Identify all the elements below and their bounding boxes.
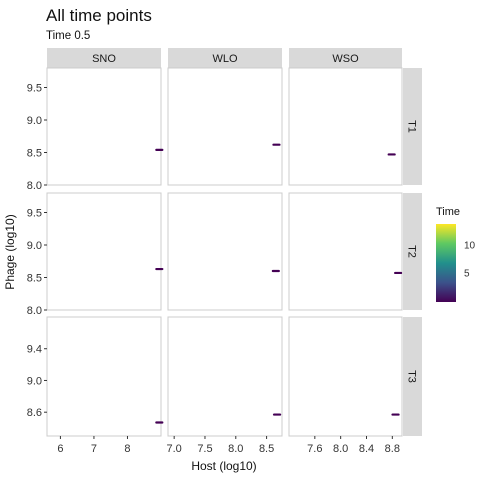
panel-wlo-t1 [168, 68, 282, 185]
y-tick-label: 8.6 [27, 407, 42, 419]
panel-wlo-t3 [168, 317, 282, 436]
x-tick-label: 7.0 [167, 443, 182, 455]
panel-sno-t3 [47, 317, 161, 436]
facet-strip-label: T1 [406, 120, 418, 133]
panel-wso-t3 [289, 317, 402, 436]
x-tick-label: 8.0 [333, 443, 348, 455]
x-tick-label: 8.0 [228, 443, 243, 455]
y-axis-title: Phage (log10) [3, 214, 17, 289]
y-tick-label: 9.0 [27, 240, 42, 252]
panel-wso-t2 [289, 193, 402, 310]
facet-strip-label: SNO [92, 53, 116, 65]
x-tick-label: 7.6 [307, 443, 322, 455]
legend-tick-label: 5 [464, 269, 470, 280]
legend-ticks: 10 5 [458, 224, 476, 302]
legend-color-bar [436, 224, 456, 302]
panel-wso-t1 [289, 68, 402, 185]
y-tick-label: 9.5 [27, 83, 42, 95]
y-tick-label: 9.0 [27, 115, 42, 127]
legend-tick-label: 10 [464, 241, 475, 252]
facet-strip-label: T2 [406, 245, 418, 258]
panel-wlo-t2 [168, 193, 282, 310]
facet-strip-label: T3 [406, 370, 418, 383]
x-tick-label: 8.8 [385, 443, 400, 455]
facet-strip-label: WLO [212, 53, 238, 65]
x-tick-label: 8 [124, 443, 130, 455]
x-axis-title: Host (log10) [191, 459, 256, 473]
x-tick-label: 6 [57, 443, 63, 455]
y-tick-label: 8.5 [27, 148, 42, 160]
y-tick-label: 9.0 [27, 375, 42, 387]
y-tick-label: 8.5 [27, 273, 42, 285]
facet-strip-label: WSO [332, 53, 359, 65]
panel-sno-t2 [47, 193, 161, 310]
y-tick-label: 8.0 [27, 305, 42, 317]
y-tick-label: 9.4 [27, 344, 42, 356]
y-tick-label: 8.0 [27, 180, 42, 192]
x-tick-label: 8.5 [259, 443, 274, 455]
y-tick-label: 9.5 [27, 208, 42, 220]
panel-sno-t1 [47, 68, 161, 185]
x-tick-label: 7 [91, 443, 97, 455]
x-tick-label: 8.4 [359, 443, 374, 455]
x-tick-label: 7.5 [197, 443, 212, 455]
legend-title: Time [436, 206, 460, 218]
time-legend: Time 10 5 [436, 206, 476, 306]
